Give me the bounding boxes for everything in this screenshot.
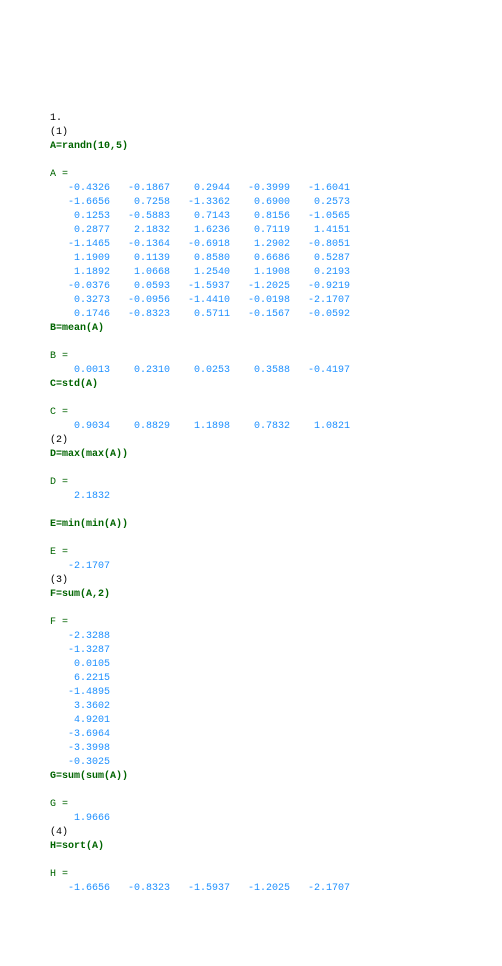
code-line: 0.0013 0.2310 0.0253 0.3588 -0.4197 [50,365,350,376]
code-line: -0.0376 0.0593 -1.5937 -1.2025 -0.9219 [50,281,350,292]
code-line: (3) [50,575,68,586]
code-line: 0.1746 -0.8323 0.5711 -0.1567 -0.0592 [50,309,350,320]
code-line: A = [50,169,68,180]
code-line: -2.1707 [50,561,110,572]
code-line: 4.9201 [50,715,110,726]
code-line: A=randn(10,5) [50,141,128,152]
code-line: C = [50,407,68,418]
code-line: 0.9034 0.8829 1.1898 0.7832 1.0821 [50,421,350,432]
code-line: C=std(A) [50,379,98,390]
code-line: (4) [50,827,68,838]
code-line: 1.1909 0.1139 0.8580 0.6686 0.5287 [50,253,350,264]
code-line: -1.6656 0.7258 -1.3362 0.6900 0.2573 [50,197,350,208]
code-line: G=sum(sum(A)) [50,771,128,782]
code-line: -1.4895 [50,687,110,698]
code-line: E = [50,547,68,558]
code-line: G = [50,799,68,810]
code-line: F = [50,617,68,628]
code-line: -0.4326 -0.1867 0.2944 -0.3999 -1.6041 [50,183,350,194]
code-line: E=min(min(A)) [50,519,128,530]
code-line: 3.3602 [50,701,110,712]
code-line: 0.1253 -0.5883 0.7143 0.8156 -1.0565 [50,211,350,222]
code-line: -1.3287 [50,645,110,656]
code-line: 6.2215 [50,673,110,684]
code-line: (1) [50,127,68,138]
code-line: -1.6656 -0.8323 -1.5937 -1.2025 -2.1707 [50,883,350,894]
code-line: H=sort(A) [50,841,104,852]
code-line: B=mean(A) [50,323,104,334]
matlab-output: 1. (1) A=randn(10,5) A = -0.4326 -0.1867… [50,112,452,896]
code-line: 0.3273 -0.0956 -1.4410 -0.0198 -2.1707 [50,295,350,306]
code-line: F=sum(A,2) [50,589,110,600]
code-line: 1.9666 [50,813,110,824]
code-line: 0.2877 2.1832 1.6236 0.7119 1.4151 [50,225,350,236]
code-line: -2.3288 [50,631,110,642]
code-line: 1. [50,113,62,124]
code-line: D=max(max(A)) [50,449,128,460]
code-line: (2) [50,435,68,446]
code-line: -3.6964 [50,729,110,740]
code-line: -1.1465 -0.1364 -0.6918 1.2902 -0.8051 [50,239,350,250]
code-line: 0.0105 [50,659,110,670]
code-line: 1.1892 1.0668 1.2540 1.1908 0.2193 [50,267,350,278]
code-line: D = [50,477,68,488]
code-line: -0.3025 [50,757,110,768]
code-line: 2.1832 [50,491,110,502]
code-line: -3.3998 [50,743,110,754]
code-line: H = [50,869,68,880]
code-line: B = [50,351,68,362]
